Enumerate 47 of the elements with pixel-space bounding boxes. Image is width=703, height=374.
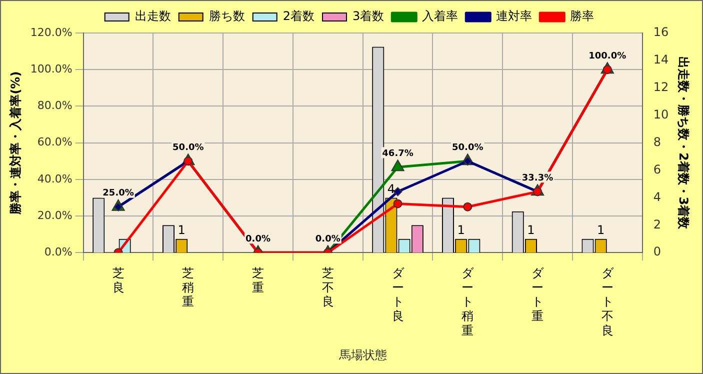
data-label: 4 bbox=[387, 182, 396, 196]
x-tick-label: ダート良 bbox=[392, 266, 405, 324]
y-tick-label: 40.0% bbox=[37, 172, 72, 186]
data-label: 33.3% bbox=[522, 174, 554, 184]
data-label: 1 bbox=[457, 223, 465, 237]
data-label: 0.0% bbox=[246, 234, 271, 244]
y-tick-label: 20.0% bbox=[37, 208, 72, 222]
y-tick-label: 60.0% bbox=[37, 136, 72, 149]
x-tick-label: 芝良 bbox=[112, 266, 124, 294]
data-label: 0.0% bbox=[315, 234, 340, 244]
data-label: 1 bbox=[178, 223, 186, 237]
legend-label: 2着数 bbox=[282, 9, 315, 24]
y2-tick-label: 4 bbox=[653, 190, 661, 204]
data-label: 1 bbox=[527, 223, 535, 237]
legend-label: 連対率 bbox=[496, 9, 532, 24]
x-tick-label: ダート重 bbox=[532, 266, 545, 324]
y-tick-label: 0.0% bbox=[44, 245, 72, 258]
x-tick-label: 芝重 bbox=[252, 266, 264, 294]
x-tick-label: 芝不良 bbox=[322, 266, 334, 309]
y2-tick-label: 8 bbox=[653, 134, 661, 149]
y2-tick-label: 10 bbox=[653, 107, 669, 122]
y-axis-title: 勝率・連対率・入着率(%) bbox=[8, 71, 22, 216]
y2-tick-label: 16 bbox=[653, 25, 669, 40]
y2-axis-title: 出走数・勝ち数・2着数・3着数 bbox=[676, 56, 691, 230]
x-axis-title: 馬場状態 bbox=[338, 348, 387, 362]
x-tick-label: ダート不良 bbox=[601, 266, 614, 338]
x-tick-label: 芝稍重 bbox=[182, 266, 194, 309]
y-tick-label: 120.0% bbox=[30, 26, 72, 39]
data-label: 50.0% bbox=[452, 142, 484, 153]
y2-tick-label: 6 bbox=[653, 162, 661, 176]
y2-tick-label: 12 bbox=[653, 80, 669, 94]
data-label: 1 bbox=[597, 223, 605, 237]
y-tick-label: 100.0% bbox=[30, 62, 72, 76]
data-label: 100.0% bbox=[588, 51, 626, 62]
y-tick-label: 80.0% bbox=[37, 99, 72, 112]
y2-tick-label: 14 bbox=[653, 52, 669, 67]
x-tick-label: ダート稍重 bbox=[462, 266, 475, 338]
data-label: 50.0% bbox=[172, 142, 204, 153]
legend-label: 入着率 bbox=[422, 9, 458, 24]
legend-label: 勝率 bbox=[570, 9, 594, 24]
y2-tick-label: 0 bbox=[653, 244, 661, 259]
legend-label: 3着数 bbox=[352, 9, 384, 24]
data-label: 46.7% bbox=[382, 148, 414, 159]
y2-tick-label: 2 bbox=[653, 217, 661, 232]
legend-label: 出走数 bbox=[134, 9, 171, 24]
data-label: 25.0% bbox=[102, 188, 134, 199]
legend-label: 勝ち数 bbox=[208, 9, 245, 24]
